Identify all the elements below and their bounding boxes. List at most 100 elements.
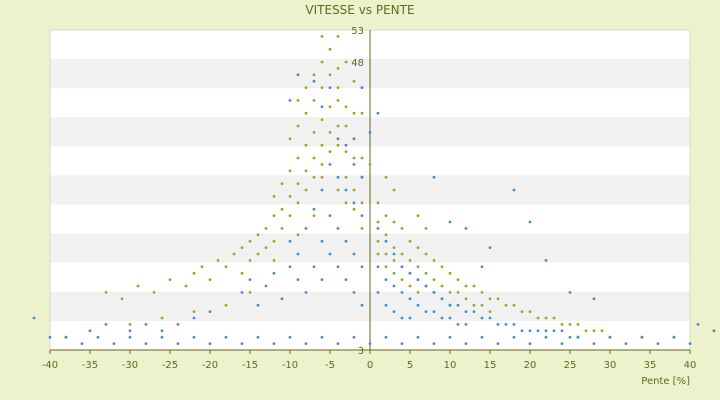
point-olive — [336, 99, 340, 102]
point-blue — [352, 291, 356, 294]
point-blue — [312, 207, 316, 211]
point-blue — [400, 316, 404, 320]
point-blue — [696, 323, 700, 326]
point-olive — [544, 316, 548, 320]
point-olive — [568, 323, 572, 326]
point-olive — [136, 284, 140, 288]
point-olive — [304, 169, 308, 173]
point-olive — [312, 131, 316, 134]
point-blue — [264, 284, 268, 288]
point-olive — [336, 124, 340, 128]
point-blue — [400, 265, 404, 269]
point-olive — [320, 175, 324, 179]
point-olive — [440, 284, 444, 288]
point-olive — [424, 271, 428, 275]
point-blue — [352, 201, 356, 205]
point-olive — [344, 150, 348, 154]
point-blue — [488, 246, 492, 250]
point-blue — [640, 335, 644, 339]
x-tick-label: -35 — [82, 360, 98, 371]
point-olive — [560, 323, 564, 326]
point-olive — [296, 233, 300, 237]
point-blue — [80, 342, 84, 345]
x-tick-label: 30 — [604, 360, 617, 371]
point-blue — [464, 323, 468, 326]
point-blue — [344, 239, 348, 243]
point-blue — [472, 310, 476, 313]
point-olive — [288, 195, 292, 198]
point-blue — [488, 316, 492, 320]
point-blue — [312, 265, 316, 269]
point-olive — [488, 297, 492, 301]
x-tick-label: 40 — [684, 360, 697, 371]
point-blue — [144, 342, 148, 345]
x-tick-label: 10 — [444, 360, 457, 371]
point-blue — [320, 105, 324, 109]
point-olive — [312, 214, 316, 218]
point-olive — [312, 73, 316, 77]
point-olive — [400, 278, 404, 281]
point-blue — [320, 278, 324, 281]
point-blue — [336, 137, 340, 141]
point-blue — [328, 214, 332, 218]
point-olive — [416, 214, 420, 218]
point-blue — [344, 143, 348, 147]
point-olive — [336, 67, 340, 70]
point-olive — [352, 79, 356, 83]
point-blue — [496, 323, 500, 326]
point-olive — [328, 131, 332, 134]
point-olive — [296, 99, 300, 102]
point-olive — [264, 227, 268, 230]
point-blue — [336, 227, 340, 230]
x-tick-label: -20 — [202, 360, 218, 371]
point-olive — [344, 124, 348, 128]
point-olive — [184, 284, 188, 288]
point-blue — [320, 239, 324, 243]
point-olive — [480, 303, 484, 307]
point-blue — [528, 329, 532, 333]
point-olive — [392, 220, 396, 224]
point-blue — [448, 220, 452, 224]
point-olive — [264, 246, 268, 250]
point-blue — [688, 342, 692, 345]
point-olive — [416, 265, 420, 269]
point-olive — [120, 297, 124, 301]
point-olive — [328, 73, 332, 77]
point-blue — [88, 329, 92, 333]
point-olive — [296, 124, 300, 128]
point-olive — [312, 175, 316, 179]
point-olive — [288, 137, 292, 141]
point-olive — [352, 111, 356, 115]
point-olive — [368, 163, 372, 166]
point-olive — [304, 143, 308, 147]
point-blue — [296, 73, 300, 77]
point-blue — [448, 316, 452, 320]
point-olive — [504, 303, 508, 307]
point-blue — [64, 335, 68, 339]
point-blue — [464, 310, 468, 313]
point-olive — [480, 291, 484, 294]
point-olive — [416, 246, 420, 250]
point-blue — [128, 329, 132, 333]
point-olive — [400, 227, 404, 230]
point-blue — [712, 329, 716, 333]
point-olive — [448, 271, 452, 275]
point-blue — [192, 335, 196, 339]
point-olive — [272, 259, 276, 262]
point-olive — [296, 182, 300, 186]
point-olive — [392, 246, 396, 250]
point-blue — [296, 278, 300, 281]
point-olive — [296, 156, 300, 160]
point-olive — [288, 169, 292, 173]
point-blue — [408, 297, 412, 301]
point-blue — [456, 303, 460, 307]
point-blue — [456, 323, 460, 326]
point-olive — [440, 265, 444, 269]
point-blue — [424, 284, 428, 288]
point-blue — [336, 265, 340, 269]
point-blue — [416, 278, 420, 281]
point-olive — [408, 284, 412, 288]
point-olive — [408, 239, 412, 243]
point-blue — [432, 175, 436, 179]
